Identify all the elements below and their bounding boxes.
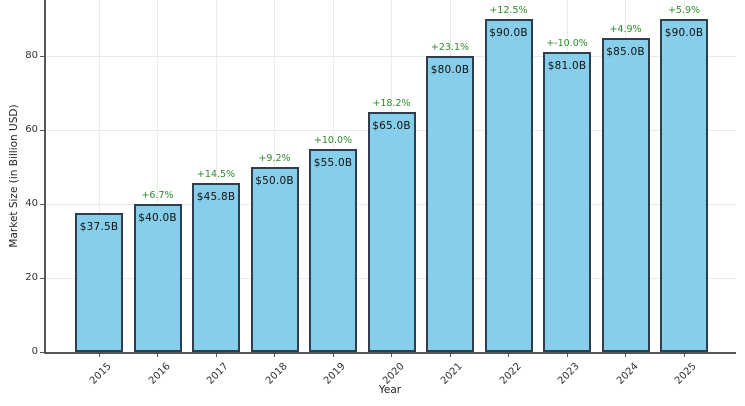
bar-value-label: $40.0B [138,212,177,224]
growth-label: +14.5% [196,168,236,180]
growth-label: +12.5% [489,5,528,16]
bar-value-label: $50.0B [255,175,294,187]
x-tick [274,353,275,357]
y-tick-label: 0 [31,346,38,357]
bar-value-label: $37.5B [79,221,119,234]
x-tick [566,353,568,357]
bar-value-label: $80.0B [430,64,470,76]
x-tick [215,353,217,357]
bar [601,37,650,352]
x-tick [98,353,100,357]
x-tick-label: 2021 [439,361,465,387]
growth-label: +10.0% [313,134,353,146]
y-tick-label: 40 [25,198,38,209]
x-tick [625,353,626,357]
growth-label: +18.2% [372,97,411,109]
growth-label: +6.7% [141,190,174,201]
growth-label: +4.9% [609,23,642,35]
y-tick-label: 20 [25,272,38,283]
y-tick [40,204,45,205]
v-gridline [98,0,100,352]
bar [192,182,240,352]
x-tick [449,353,451,357]
x-tick-label: 2019 [322,361,348,387]
bar [250,167,299,352]
bar [75,213,123,352]
x-tick [508,353,509,357]
y-axis-line [44,0,46,353]
v-gridline [157,0,158,352]
growth-label: +-10.0% [546,38,588,50]
y-tick [40,130,45,131]
y-tick-label: 80 [25,50,38,61]
x-tick [683,353,685,357]
y-tick [40,352,45,353]
bar [309,148,357,352]
y-tick [40,278,45,279]
bar-value-label: $90.0B [664,27,704,39]
bar [484,19,533,352]
growth-label: +23.1% [430,42,470,53]
x-tick [391,353,392,357]
bar [133,204,182,352]
x-axis-title: Year [378,384,402,396]
bar-value-label: $45.8B [196,190,236,203]
growth-label: +9.2% [258,153,291,164]
bar [426,56,474,352]
y-tick [40,56,45,57]
x-tick-label: 2025 [673,361,699,387]
x-tick [157,353,158,357]
bar-value-label: $90.0B [489,27,528,39]
x-tick-label: 2017 [205,361,231,387]
bar [543,52,591,352]
v-gridline [215,0,217,352]
x-tick-label: 2023 [556,361,582,387]
bar-value-label: $81.0B [547,60,587,73]
bar-value-label: $55.0B [313,156,353,169]
x-tick-label: 2016 [146,361,173,387]
x-tick-label: 2018 [263,361,290,387]
x-tick-label: 2024 [614,361,641,387]
bar [660,19,708,352]
x-tick-label: 2022 [497,361,524,387]
bar-value-label: $65.0B [372,119,411,132]
y-tick-label: 60 [25,124,38,135]
bar-value-label: $85.0B [606,45,645,58]
growth-label: +5.9% [667,5,701,16]
bar [367,111,416,352]
h-gridline [45,55,736,57]
x-tick [332,353,334,357]
x-axis-line [44,352,736,354]
x-tick-label: 2015 [88,361,114,387]
